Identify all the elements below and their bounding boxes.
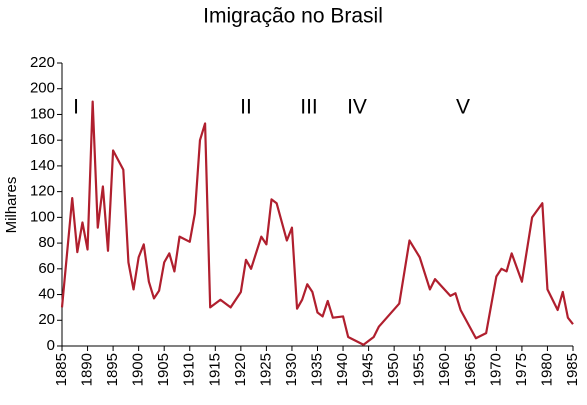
x-tick-label: 1905	[155, 353, 172, 386]
x-tick-label: 1950	[385, 353, 402, 386]
x-tick-label: 1935	[308, 353, 325, 386]
x-tick-label: 1955	[411, 353, 428, 386]
period-label: I	[73, 96, 79, 119]
period-label: V	[456, 96, 470, 119]
x-tick-label: 1910	[181, 353, 198, 386]
y-tick-label: 40	[38, 286, 55, 303]
y-tick-label: 120	[30, 183, 55, 200]
x-tick-label: 1900	[130, 353, 147, 386]
chart-title: Imigração no Brasil	[203, 5, 383, 28]
y-tick-label: 60	[38, 260, 55, 277]
x-tick-label: 1895	[104, 353, 121, 386]
x-tick-label: 1975	[513, 353, 530, 386]
y-tick-label: 180	[30, 105, 55, 122]
x-tick-label: 1920	[232, 353, 249, 386]
x-tick-label: 1885	[53, 353, 70, 386]
x-tick-label: 1940	[334, 353, 351, 386]
period-label: III	[300, 96, 318, 119]
x-tick-label: 1965	[462, 353, 479, 386]
y-tick-label: 100	[30, 208, 55, 225]
period-label: IV	[347, 96, 367, 119]
x-tick-label: 1985	[564, 353, 581, 386]
x-tick-label: 1925	[257, 353, 274, 386]
y-tick-label: 80	[38, 234, 55, 251]
x-tick-label: 1970	[487, 353, 504, 386]
y-tick-label: 160	[30, 131, 55, 148]
period-label: II	[240, 96, 252, 119]
y-tick-label: 0	[47, 337, 55, 354]
x-tick-label: 1930	[283, 353, 300, 386]
y-tick-label: 220	[30, 54, 55, 71]
x-tick-label: 1890	[79, 353, 96, 386]
y-tick-label: 140	[30, 157, 55, 174]
y-tick-label: 200	[30, 80, 55, 97]
x-tick-label: 1960	[436, 353, 453, 386]
y-tick-label: 20	[38, 311, 55, 328]
y-axis-label: Milhares	[3, 177, 20, 234]
data-line	[60, 100, 574, 346]
x-tick-label: 1915	[206, 353, 223, 386]
x-tick-label: 1945	[360, 353, 377, 386]
x-tick-label: 1980	[538, 353, 555, 386]
